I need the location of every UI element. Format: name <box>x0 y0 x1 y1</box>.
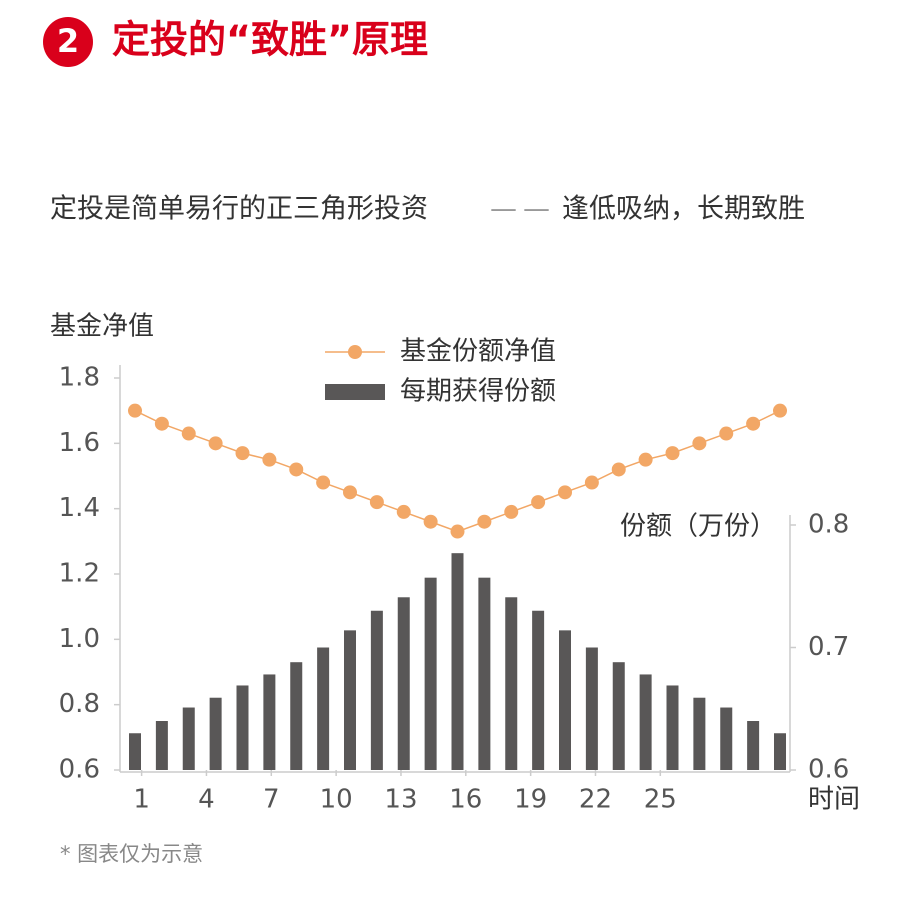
y2-tick-label: 0.7 <box>808 632 849 662</box>
point <box>719 426 734 441</box>
bar <box>236 685 249 770</box>
bar <box>532 610 545 770</box>
y-tick-label: 1.6 <box>59 428 100 458</box>
y-tick-label: 0.6 <box>59 755 100 785</box>
y2-axis-label: 份额（万份） <box>620 512 776 542</box>
bar <box>720 707 733 770</box>
point <box>235 446 250 461</box>
point <box>450 524 465 539</box>
x-tick-label: 22 <box>579 785 612 815</box>
y-tick-label: 0.8 <box>59 689 100 719</box>
footnote: * 图表仅为示意 <box>60 842 203 866</box>
bar <box>451 553 464 770</box>
point <box>665 446 680 461</box>
bar <box>129 733 141 770</box>
subtitle: 定投是简单易行的正三角形投资 <box>50 194 428 225</box>
bar <box>263 674 276 770</box>
point <box>558 485 572 500</box>
point <box>262 452 277 467</box>
bar <box>370 610 383 770</box>
y2-tick-label: 0.6 <box>808 755 849 785</box>
badge-number: 2 <box>57 22 79 60</box>
point <box>611 462 626 477</box>
legend-swatch <box>325 384 385 400</box>
x-axis-label: 时间 <box>808 785 860 815</box>
bar <box>774 733 786 770</box>
bar <box>317 647 330 770</box>
bar <box>559 630 571 770</box>
point <box>316 475 331 490</box>
x-tick-label: 1 <box>133 785 150 815</box>
title: 定投的“致胜”原理 <box>112 18 428 62</box>
point <box>692 436 707 451</box>
bar <box>290 662 303 770</box>
y-tick-label: 1.2 <box>59 559 100 589</box>
y-tick-label: 1.8 <box>59 363 100 393</box>
bar <box>155 721 168 770</box>
bar <box>505 597 518 770</box>
point <box>208 436 223 451</box>
bar <box>397 597 410 770</box>
bar <box>585 647 598 770</box>
point <box>584 475 599 490</box>
subtitle-dash: —— <box>490 194 550 225</box>
bar <box>209 697 222 770</box>
bar <box>666 685 679 770</box>
x-tick-label: 19 <box>514 785 547 815</box>
bar <box>639 674 652 770</box>
subtitle: 逢低吸纳，长期致胜 <box>562 194 805 225</box>
point <box>343 485 357 500</box>
bar <box>693 697 706 770</box>
y-tick-label: 1.4 <box>59 493 100 523</box>
point <box>128 403 142 418</box>
bar <box>182 707 195 770</box>
bar <box>747 721 760 770</box>
point <box>531 495 546 510</box>
bar <box>344 630 356 770</box>
y-axis-label: 基金净值 <box>50 312 154 342</box>
point <box>638 452 653 467</box>
bar <box>424 577 437 770</box>
point <box>396 504 411 519</box>
point <box>423 514 438 529</box>
point <box>477 514 492 529</box>
legend-dot <box>348 345 362 359</box>
x-tick-label: 13 <box>384 785 417 815</box>
x-tick-label: 10 <box>320 785 353 815</box>
point <box>289 462 304 477</box>
legend-label: 基金份额净值 <box>400 337 556 367</box>
point <box>746 416 761 431</box>
x-tick-label: 25 <box>644 785 677 815</box>
bar <box>612 662 625 770</box>
x-tick-label: 7 <box>263 785 280 815</box>
point <box>154 416 169 431</box>
x-tick-label: 16 <box>449 785 482 815</box>
y-tick-label: 1.0 <box>59 624 100 654</box>
x-tick-label: 4 <box>198 785 215 815</box>
point <box>369 495 384 510</box>
point <box>773 403 787 418</box>
bar <box>478 577 491 770</box>
point <box>181 426 196 441</box>
legend-label: 每期获得份额 <box>400 377 556 407</box>
point <box>504 504 519 519</box>
badge <box>43 17 93 67</box>
y2-tick-label: 0.8 <box>808 510 849 540</box>
